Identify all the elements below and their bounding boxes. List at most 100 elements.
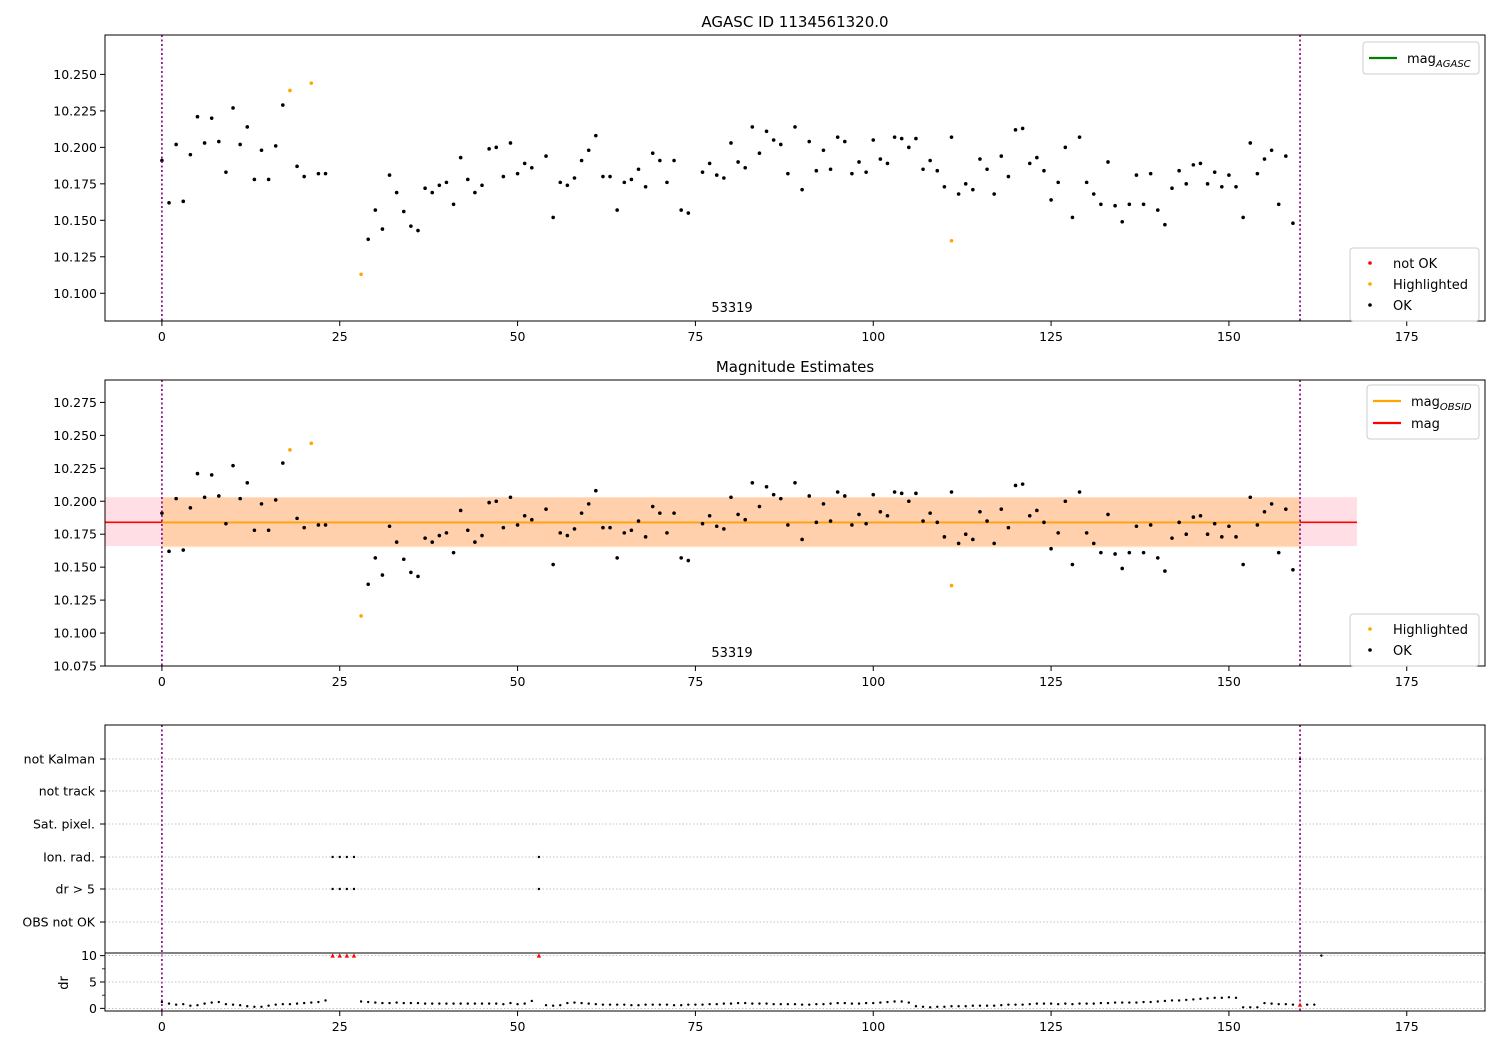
data-point xyxy=(601,525,605,530)
dr-tick-label: 5 xyxy=(89,975,97,990)
data-point xyxy=(928,158,932,163)
data-point xyxy=(650,504,655,509)
data-point xyxy=(565,533,570,538)
dr-point xyxy=(431,1002,434,1005)
dr-point xyxy=(423,1002,427,1005)
data-point xyxy=(729,141,733,145)
point-legend xyxy=(1349,247,1480,322)
data-point xyxy=(629,177,634,182)
y-tick-label: 10.275 xyxy=(53,395,97,410)
x-tick-label: 175 xyxy=(1395,674,1419,689)
data-point xyxy=(850,523,854,527)
dr-point xyxy=(381,1001,384,1005)
dr-point xyxy=(815,1002,818,1006)
data-point xyxy=(1013,128,1018,132)
data-point xyxy=(252,528,257,533)
dr-point xyxy=(1000,1004,1003,1007)
dr-point xyxy=(1227,996,1231,999)
dr-point xyxy=(1085,1002,1088,1005)
legend-subscript: AGASC xyxy=(1435,59,1471,70)
dr-axis-label: dr xyxy=(57,976,72,990)
data-point xyxy=(451,202,456,207)
data-point xyxy=(949,583,954,588)
data-point xyxy=(814,168,819,173)
data-point xyxy=(416,574,420,579)
dr-tick-label: 0 xyxy=(89,1001,97,1016)
data-point xyxy=(1148,523,1153,527)
dr-point xyxy=(679,1004,683,1007)
data-point xyxy=(665,180,669,185)
data-point xyxy=(522,513,527,518)
data-point xyxy=(650,151,655,155)
dr-point xyxy=(1313,1003,1316,1006)
data-point xyxy=(1077,135,1082,139)
dr-point xyxy=(174,1003,178,1006)
dr-point xyxy=(978,1004,982,1007)
data-point xyxy=(160,158,164,163)
dr-point xyxy=(1163,999,1167,1003)
chart2-title: Magnitude Estimates xyxy=(716,358,874,376)
legend-line-label: mag xyxy=(1411,417,1440,432)
legend-line-label: magOBSID xyxy=(1411,395,1472,413)
data-point xyxy=(579,511,584,515)
data-point xyxy=(971,537,975,542)
data-point xyxy=(878,509,883,514)
chart1-title: AGASC ID 1134561320.0 xyxy=(701,13,888,31)
dr-point xyxy=(253,1005,256,1008)
x-tick-label: 150 xyxy=(1217,1019,1241,1034)
data-point xyxy=(1198,161,1203,166)
dr-point xyxy=(1007,1003,1010,1006)
data-point xyxy=(871,492,876,497)
data-point xyxy=(387,173,392,177)
data-point xyxy=(302,174,306,179)
data-point xyxy=(323,171,328,176)
y-tick-label: 10.200 xyxy=(53,494,97,509)
data-point xyxy=(558,531,563,535)
data-point xyxy=(1163,569,1167,573)
data-point xyxy=(1134,173,1139,177)
data-point xyxy=(700,521,705,526)
dr-point xyxy=(786,1002,790,1006)
data-point xyxy=(1220,535,1224,539)
dr-point xyxy=(843,1001,846,1005)
data-point xyxy=(1006,174,1011,179)
dr-point xyxy=(1021,1003,1024,1006)
data-point xyxy=(736,160,740,164)
x-tick-label: 125 xyxy=(1039,329,1063,344)
data-point xyxy=(907,145,911,150)
dr-point xyxy=(623,1003,626,1006)
data-point xyxy=(778,496,783,501)
data-point xyxy=(209,473,214,477)
dr-point xyxy=(1213,996,1216,1000)
dr-point xyxy=(1113,1001,1117,1004)
dr-point xyxy=(559,1004,562,1007)
dr-point xyxy=(608,1003,612,1006)
y-tick-label: 10.250 xyxy=(53,67,97,82)
x-tick-label: 175 xyxy=(1395,1019,1419,1034)
data-point xyxy=(1077,490,1082,494)
data-point xyxy=(508,495,513,500)
flag-point xyxy=(345,887,349,891)
dr-point xyxy=(651,1003,654,1006)
data-point xyxy=(302,525,306,530)
dr-point xyxy=(210,1001,213,1004)
x-tick-label: 125 xyxy=(1039,674,1063,689)
data-point xyxy=(579,158,584,163)
y-tick-label: 10.250 xyxy=(53,428,97,443)
data-point xyxy=(928,511,932,515)
dr-point xyxy=(160,1000,164,1004)
dr-point xyxy=(317,1000,320,1004)
dr-point xyxy=(1256,1006,1259,1009)
dr-point xyxy=(1199,997,1202,1001)
dr-point xyxy=(964,1005,967,1008)
data-point xyxy=(857,160,861,164)
data-point xyxy=(1091,192,1096,196)
dr-point xyxy=(886,1000,889,1004)
data-point xyxy=(807,494,812,498)
data-point xyxy=(636,519,641,523)
data-point xyxy=(530,517,534,522)
data-point xyxy=(736,512,740,517)
data-point xyxy=(743,517,748,522)
dr-point xyxy=(687,1003,690,1006)
